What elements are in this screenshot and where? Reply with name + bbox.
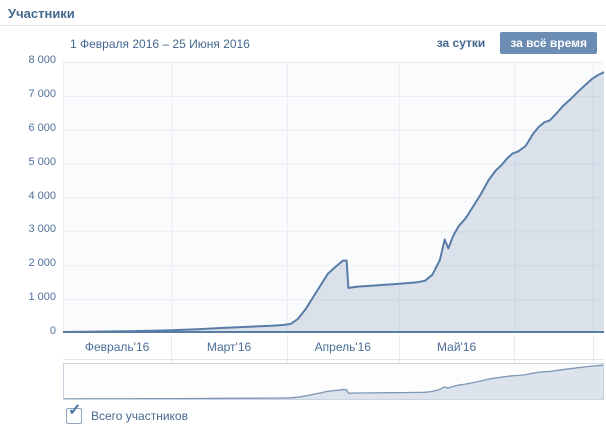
x-axis-border [63, 359, 604, 360]
x-axis-label: Февраль'16 [84, 340, 150, 354]
y-axis-label: 0 [49, 325, 56, 337]
legend-row: ✓ Всего участников [66, 403, 188, 424]
members-chart-plot[interactable] [63, 62, 604, 333]
chart-area [64, 365, 603, 399]
x-axis-label: Март'16 [206, 340, 252, 354]
period-toggle: за сутки за всё время [437, 32, 597, 54]
checkmark-icon: ✓ [68, 402, 82, 419]
total-members-label[interactable]: Всего участников [91, 409, 188, 423]
x-axis-tick [592, 335, 594, 363]
x-axis-tick [171, 335, 173, 363]
x-axis-tick [398, 335, 400, 363]
x-axis-label [514, 337, 592, 357]
chart-line [63, 71, 604, 333]
y-axis-label: 1 000 [28, 291, 56, 304]
y-axis-label: 2 000 [28, 257, 56, 270]
total-members-checkbox[interactable]: ✓ [66, 403, 82, 424]
y-axis-label: 4 000 [28, 189, 56, 202]
chart-line [63, 364, 604, 400]
y-axis-label: 5 000 [28, 155, 56, 168]
chart-area [63, 72, 604, 333]
per-day-tab[interactable]: за сутки [436, 36, 486, 50]
y-axis-label: 8 000 [28, 54, 56, 66]
page-header: Участники [0, 0, 606, 26]
y-axis-label: 7 000 [28, 87, 56, 100]
all-time-tab[interactable]: за всё время [500, 32, 597, 54]
x-axis-label: Май'16 [437, 340, 477, 354]
y-axis-label: 3 000 [28, 223, 56, 236]
x-axis-tick [286, 335, 288, 363]
members-area-chart[interactable] [63, 62, 604, 333]
x-axis-tick [514, 335, 516, 363]
y-axis-label: 6 000 [28, 121, 56, 134]
page-title: Участники [8, 6, 75, 21]
date-range-label: 1 Февраля 2016 – 25 Июня 2016 [70, 37, 250, 51]
chart-range-selector[interactable] [63, 363, 604, 400]
x-axis-label: Апрель'16 [314, 340, 371, 354]
range-selector-chart[interactable] [63, 364, 604, 400]
